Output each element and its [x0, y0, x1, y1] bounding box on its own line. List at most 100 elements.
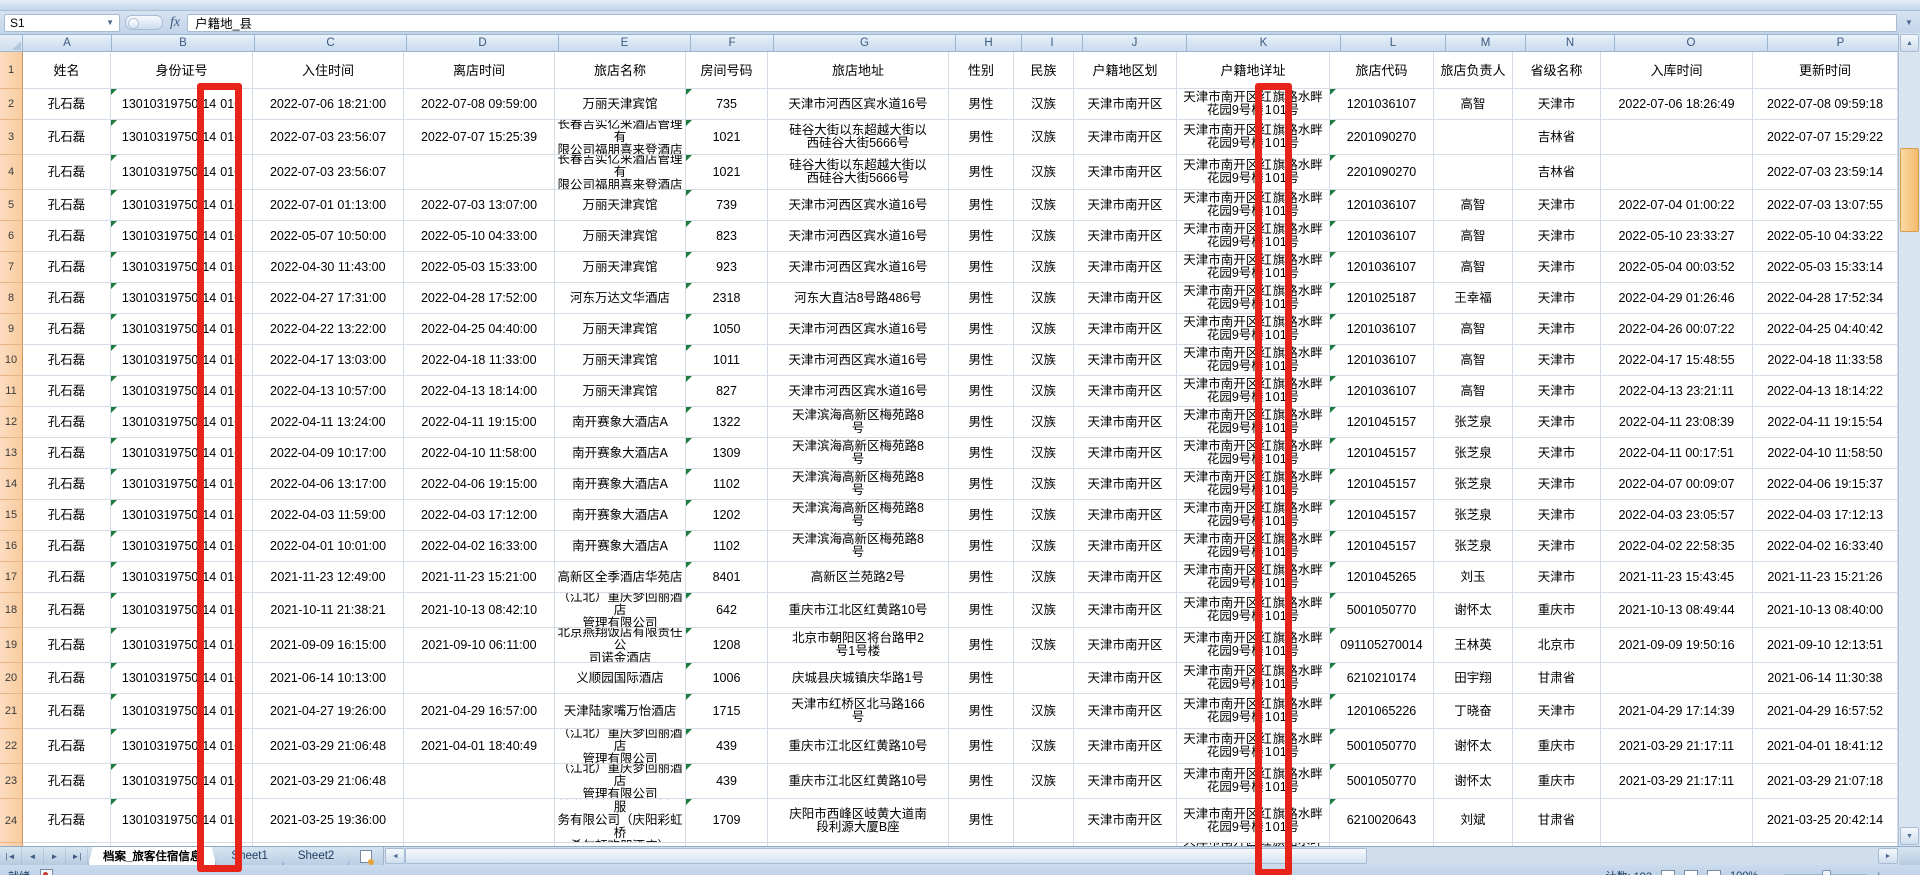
column-header-P[interactable]: P	[1768, 35, 1914, 51]
cell-M19[interactable]: 王林英	[1434, 628, 1513, 663]
row-header-11[interactable]: 11	[0, 376, 23, 407]
cell-H14[interactable]: 男性	[949, 469, 1014, 500]
row-header-7[interactable]: 7	[0, 252, 23, 283]
cell-A11[interactable]: 孔石磊	[23, 376, 111, 407]
cell-O14[interactable]: 2022-04-07 00:09:07	[1601, 469, 1753, 500]
cell-G22[interactable]: 重庆市江北区红黄路10号	[768, 729, 949, 764]
cell-B24[interactable]: 13010319750 14 016	[111, 799, 253, 843]
cell-P7[interactable]: 2022-05-03 15:33:14	[1753, 252, 1898, 283]
cell-F16[interactable]: 1102	[686, 531, 768, 562]
column-header-E[interactable]: E	[559, 35, 691, 51]
cell-B20[interactable]: 13010319750 14 016	[111, 663, 253, 694]
cell-B22[interactable]: 13010319750 14 016	[111, 729, 253, 764]
cell-H13[interactable]: 男性	[949, 438, 1014, 469]
cell-C20[interactable]: 2021-06-14 10:13:00	[253, 663, 404, 694]
cell-N1[interactable]: 省级名称	[1513, 52, 1601, 89]
cell-P8[interactable]: 2022-04-28 17:52:34	[1753, 283, 1898, 314]
cell-K24[interactable]: 天津市南开区红旗路水畔 花园9号楼 1 01号	[1177, 799, 1330, 843]
cell-D6[interactable]: 2022-05-10 04:33:00	[404, 221, 555, 252]
cell-I14[interactable]: 汉族	[1014, 469, 1074, 500]
cell-P11[interactable]: 2022-04-13 18:14:22	[1753, 376, 1898, 407]
cell-M16[interactable]: 张芝泉	[1434, 531, 1513, 562]
cell-I7[interactable]: 汉族	[1014, 252, 1074, 283]
cell-B2[interactable]: 13010319750 14 016	[111, 89, 253, 120]
cell-M5[interactable]: 高智	[1434, 190, 1513, 221]
cell-M21[interactable]: 丁晓奋	[1434, 694, 1513, 729]
cell-O10[interactable]: 2022-04-17 15:48:55	[1601, 345, 1753, 376]
cell-D2[interactable]: 2022-07-08 09:59:00	[404, 89, 555, 120]
cell-E14[interactable]: 南开赛象大酒店A	[555, 469, 686, 500]
cell-H25[interactable]	[949, 843, 1014, 848]
scroll-down-icon[interactable]: ▼	[1900, 827, 1919, 845]
cell-L4[interactable]: 2201090270	[1330, 155, 1434, 190]
cell-O8[interactable]: 2022-04-29 01:26:46	[1601, 283, 1753, 314]
cell-M18[interactable]: 谢怀太	[1434, 593, 1513, 628]
cell-F18[interactable]: 642	[686, 593, 768, 628]
cell-D13[interactable]: 2022-04-10 11:58:00	[404, 438, 555, 469]
cell-A22[interactable]: 孔石磊	[23, 729, 111, 764]
cell-M7[interactable]: 高智	[1434, 252, 1513, 283]
cell-E13[interactable]: 南开赛象大酒店A	[555, 438, 686, 469]
cell-F4[interactable]: 1021	[686, 155, 768, 190]
cell-F13[interactable]: 1309	[686, 438, 768, 469]
row-header-5[interactable]: 5	[0, 190, 23, 221]
cell-K10[interactable]: 天津市南开区红旗路水畔 花园9号楼 1 01号	[1177, 345, 1330, 376]
cell-L16[interactable]: 1201045157	[1330, 531, 1434, 562]
horizontal-scrollbar[interactable]: ◄ ►	[383, 847, 1899, 865]
cell-N6[interactable]: 天津市	[1513, 221, 1601, 252]
cell-A7[interactable]: 孔石磊	[23, 252, 111, 283]
cell-J24[interactable]: 天津市南开区	[1074, 799, 1177, 843]
cell-C22[interactable]: 2021-03-29 21:06:48	[253, 729, 404, 764]
cell-D24[interactable]	[404, 799, 555, 843]
row-header-21[interactable]: 21	[0, 694, 23, 729]
cell-O7[interactable]: 2022-05-04 00:03:52	[1601, 252, 1753, 283]
cell-D18[interactable]: 2021-10-13 08:42:10	[404, 593, 555, 628]
cell-C14[interactable]: 2022-04-06 13:17:00	[253, 469, 404, 500]
cell-D5[interactable]: 2022-07-03 13:07:00	[404, 190, 555, 221]
cell-L12[interactable]: 1201045157	[1330, 407, 1434, 438]
scroll-left-icon[interactable]: ◄	[385, 848, 406, 864]
cell-J14[interactable]: 天津市南开区	[1074, 469, 1177, 500]
page-break-view-icon[interactable]	[1706, 869, 1721, 875]
cell-P12[interactable]: 2022-04-11 19:15:54	[1753, 407, 1898, 438]
cell-P17[interactable]: 2021-11-23 15:21:26	[1753, 562, 1898, 593]
cell-J6[interactable]: 天津市南开区	[1074, 221, 1177, 252]
cell-E3[interactable]: 长春吉实亿来酒店管理有 限公司福朋喜来登酒店	[555, 120, 686, 155]
tab-nav-first-icon[interactable]: |◄	[0, 847, 22, 865]
cell-E24[interactable]: 甘肃名开酒店餐饮管理服 务有限公司（庆阳彩虹桥 希尔顿欢朋酒店）	[555, 799, 686, 843]
cell-N4[interactable]: 吉林省	[1513, 155, 1601, 190]
cell-H23[interactable]: 男性	[949, 764, 1014, 799]
normal-view-icon[interactable]	[1660, 869, 1675, 875]
cell-C19[interactable]: 2021-09-09 16:15:00	[253, 628, 404, 663]
cell-L14[interactable]: 1201045157	[1330, 469, 1434, 500]
cell-A4[interactable]: 孔石磊	[23, 155, 111, 190]
cell-F21[interactable]: 1715	[686, 694, 768, 729]
cell-B7[interactable]: 13010319750 14 016	[111, 252, 253, 283]
cell-G5[interactable]: 天津市河西区宾水道16号	[768, 190, 949, 221]
cell-O20[interactable]	[1601, 663, 1753, 694]
cell-P18[interactable]: 2021-10-13 08:40:00	[1753, 593, 1898, 628]
row-header-14[interactable]: 14	[0, 469, 23, 500]
cell-O2[interactable]: 2022-07-06 18:26:49	[1601, 89, 1753, 120]
cell-A18[interactable]: 孔石磊	[23, 593, 111, 628]
cell-J19[interactable]: 天津市南开区	[1074, 628, 1177, 663]
tab-nav-last-icon[interactable]: ►|	[66, 847, 88, 865]
cell-H3[interactable]: 男性	[949, 120, 1014, 155]
cell-M9[interactable]: 高智	[1434, 314, 1513, 345]
cell-K21[interactable]: 天津市南开区红旗路水畔 花园9号楼 1 01号	[1177, 694, 1330, 729]
cell-C11[interactable]: 2022-04-13 10:57:00	[253, 376, 404, 407]
cell-G21[interactable]: 天津市红桥区北马路166 号	[768, 694, 949, 729]
cell-A13[interactable]: 孔石磊	[23, 438, 111, 469]
cell-H18[interactable]: 男性	[949, 593, 1014, 628]
cell-L5[interactable]: 1201036107	[1330, 190, 1434, 221]
cell-K3[interactable]: 天津市南开区红旗路水畔 花园9号楼 1 01号	[1177, 120, 1330, 155]
cell-G1[interactable]: 旅店地址	[768, 52, 949, 89]
row-header-15[interactable]: 15	[0, 500, 23, 531]
cell-O11[interactable]: 2022-04-13 23:21:11	[1601, 376, 1753, 407]
cell-I10[interactable]: 汉族	[1014, 345, 1074, 376]
cell-K5[interactable]: 天津市南开区红旗路水畔 花园9号楼 1 01号	[1177, 190, 1330, 221]
cell-H21[interactable]: 男性	[949, 694, 1014, 729]
cell-F10[interactable]: 1011	[686, 345, 768, 376]
cell-I17[interactable]: 汉族	[1014, 562, 1074, 593]
cell-I15[interactable]: 汉族	[1014, 500, 1074, 531]
